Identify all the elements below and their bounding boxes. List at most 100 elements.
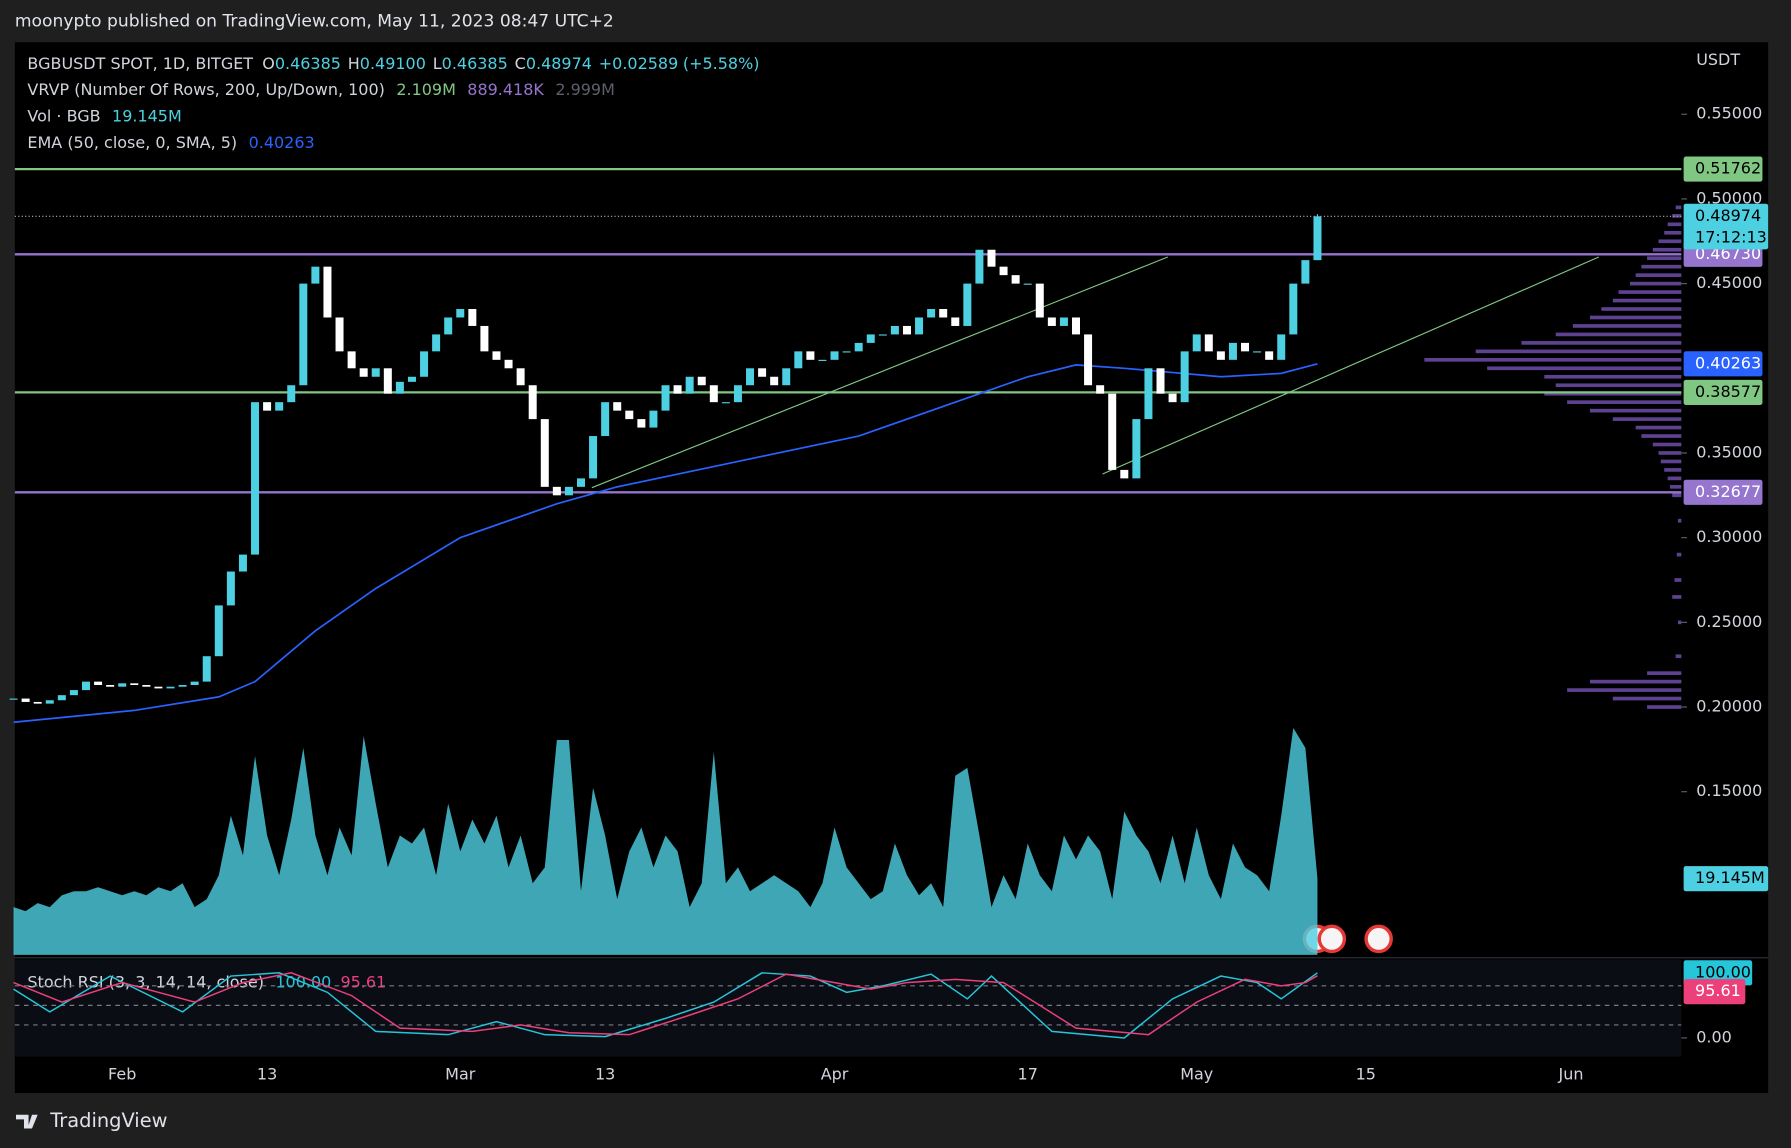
candle-body <box>939 309 948 318</box>
candle-body <box>987 249 996 267</box>
vrvp-bar <box>1667 222 1682 227</box>
tv-logo <box>15 1114 38 1129</box>
candle-body <box>106 685 115 687</box>
candle-body <box>1289 283 1298 335</box>
candle-body <box>142 685 151 687</box>
candle-body <box>999 266 1008 276</box>
candle-body <box>963 283 972 326</box>
candle-body <box>456 309 465 318</box>
vrvp-bar <box>1647 256 1682 261</box>
candle-body <box>1084 334 1093 386</box>
high-label: H <box>348 53 360 72</box>
candle-body <box>794 351 803 369</box>
x-tick-label: 13 <box>257 1064 277 1083</box>
candle-body <box>673 385 682 394</box>
candle-body <box>733 385 742 403</box>
candle-body <box>407 376 416 382</box>
vrvp-bar <box>1676 552 1682 557</box>
countdown-label: 17:12:13 <box>1695 228 1767 247</box>
candle-body <box>709 385 718 403</box>
candle-body <box>1180 351 1189 403</box>
vrvp-bar <box>1618 290 1682 294</box>
y-tick-label: 0.55000 <box>1696 104 1762 123</box>
vrvp-bar <box>1635 425 1682 430</box>
candle-body <box>1120 469 1129 479</box>
candle-body <box>1204 334 1213 352</box>
vrvp-bar <box>1612 696 1682 701</box>
candle-body <box>528 385 537 420</box>
change-pct: (+5.58%) <box>683 53 760 72</box>
candle-body <box>251 402 260 555</box>
legend-ohlc: BGBUSDT SPOT, 1D, BITGET O0.46385 H0.49100… <box>27 53 759 72</box>
candle-body <box>758 368 767 377</box>
level-badge <box>1683 479 1763 505</box>
candle-body <box>601 402 610 437</box>
y-tick-label: 0.30000 <box>1696 527 1762 546</box>
currency: USDT <box>1696 50 1740 69</box>
y-tick-label: 0.50000 <box>1696 188 1762 207</box>
candle-body <box>504 359 513 369</box>
candle-body <box>746 368 755 386</box>
stoch-tick-label: 0.00 <box>1696 1027 1732 1046</box>
candle-body <box>1132 419 1141 479</box>
candle-body <box>854 342 863 352</box>
publish-header: moonypto published on TradingView.com, M… <box>15 12 614 32</box>
vrvp-bar <box>1672 595 1682 599</box>
candle-body <box>1228 342 1237 360</box>
y-tick-label: 0.35000 <box>1696 442 1762 461</box>
vrvp-bar <box>1629 281 1682 286</box>
candle-body <box>1156 368 1165 394</box>
vrvp-bar <box>1544 374 1682 379</box>
y-tick-label: 0.45000 <box>1696 273 1762 292</box>
vrvp-bar <box>1669 485 1682 489</box>
vrvp-bar <box>1589 408 1682 413</box>
vrvp-bar <box>1658 451 1682 455</box>
vrvp-bar <box>1572 324 1682 328</box>
vrvp-down: 889.418K <box>467 80 544 99</box>
level-badge-label: 0.32677 <box>1695 482 1761 501</box>
candle-body <box>1023 283 1032 285</box>
open-label: O <box>262 53 275 72</box>
candle-body <box>902 325 911 335</box>
vrvp-bar <box>1475 349 1682 354</box>
trendline <box>591 256 1168 489</box>
open-value: 0.46385 <box>275 53 341 72</box>
candle-body <box>57 695 66 701</box>
vrvp-bar <box>1487 366 1682 371</box>
candle-body <box>81 681 90 691</box>
vrvp-bar <box>1647 671 1682 675</box>
vrvp-bar <box>1641 434 1682 438</box>
candle-body <box>190 681 199 686</box>
vrvp-bar <box>1652 442 1682 447</box>
vrvp-up: 2.109M <box>396 80 456 99</box>
candle-body <box>166 686 175 689</box>
ema-badge-label: 0.40263 <box>1695 353 1761 372</box>
candle-body <box>1241 342 1250 352</box>
x-tick-label: Apr <box>821 1064 849 1083</box>
vrvp-bar <box>1555 383 1682 388</box>
candle-body <box>613 402 622 411</box>
vrvp-bar <box>1677 518 1682 523</box>
vrvp-bar <box>1555 332 1682 337</box>
candle-body <box>480 325 489 352</box>
candle-body <box>178 685 187 687</box>
candle-body <box>842 351 851 353</box>
ema-badge <box>1683 351 1763 377</box>
vrvp-bar <box>1647 705 1682 709</box>
vrvp-bar <box>1652 247 1682 252</box>
candle-body <box>1277 334 1286 360</box>
candle-body <box>721 402 730 404</box>
candle-body <box>625 410 634 420</box>
last-price-badge <box>1683 203 1769 250</box>
candle-body <box>395 381 404 394</box>
candle-body <box>1035 283 1044 318</box>
y-tick-label: 0.15000 <box>1696 781 1762 800</box>
legend-volume: Vol · BGB 19.145M <box>27 106 181 125</box>
vrvp-bar <box>1660 459 1682 464</box>
trendline <box>1102 256 1599 475</box>
last-price-label: 0.48974 <box>1695 206 1761 225</box>
vrvp-bar <box>1677 620 1682 625</box>
candle-body <box>1144 368 1153 420</box>
stoch-d-badge-label: 95.61 <box>1695 981 1741 1000</box>
vrvp-bar <box>1601 307 1682 311</box>
